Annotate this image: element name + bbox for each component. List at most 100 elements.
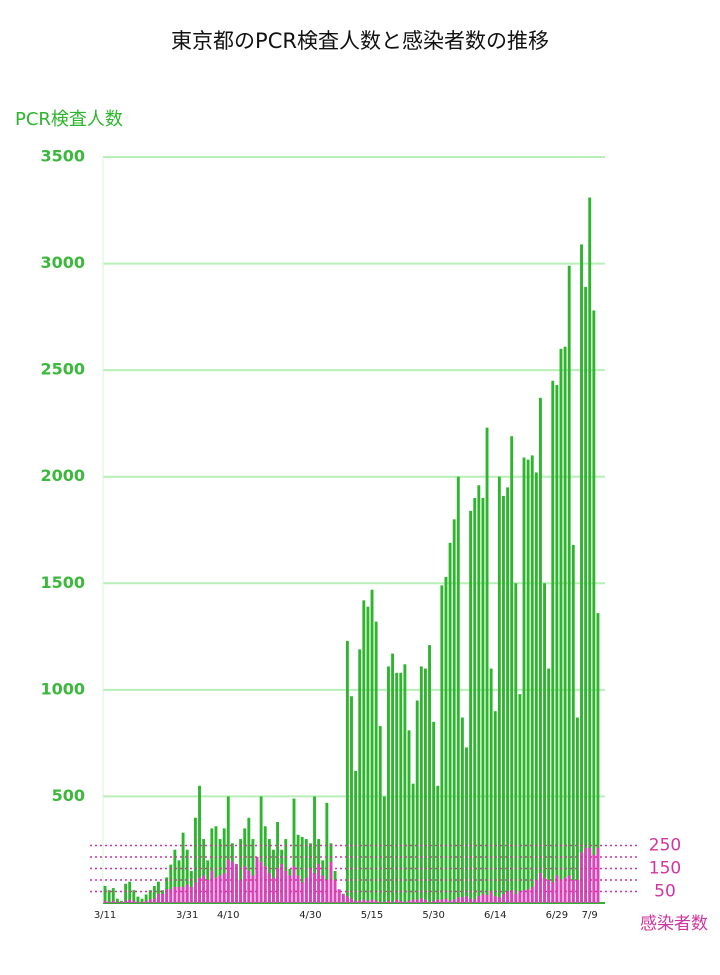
bar — [374, 621, 378, 903]
x-tick-label: 4/30 — [299, 910, 321, 921]
bar — [206, 879, 210, 903]
bar — [161, 893, 164, 903]
bar — [592, 310, 596, 903]
bar — [251, 839, 255, 903]
bar — [567, 875, 571, 903]
bar — [415, 700, 419, 903]
bar — [136, 901, 140, 903]
bar — [103, 885, 107, 903]
bar — [555, 385, 559, 903]
bar — [378, 901, 382, 903]
bar — [210, 870, 214, 903]
bar — [374, 900, 378, 903]
bar — [543, 877, 546, 903]
y-tick-label: 500 — [52, 786, 85, 805]
bar — [395, 899, 399, 903]
x-tick-label: 3/11 — [94, 910, 116, 921]
bar — [485, 427, 489, 903]
bar — [399, 900, 403, 903]
bar — [452, 899, 456, 903]
bar — [181, 832, 185, 903]
bar — [202, 839, 206, 903]
y2-tick-label: 50 — [654, 881, 676, 901]
bar — [411, 899, 415, 903]
bar — [391, 901, 395, 903]
bar — [255, 856, 259, 903]
bar — [419, 898, 423, 903]
bar — [489, 668, 493, 903]
x-tick-label: 6/29 — [546, 910, 568, 921]
x-tick-label: 6/14 — [484, 910, 506, 921]
y2-tick-label: 150 — [649, 858, 681, 878]
bar — [563, 346, 567, 903]
bar — [103, 900, 107, 903]
bar — [263, 866, 267, 903]
bar — [543, 583, 546, 903]
bar — [272, 877, 275, 903]
bar — [181, 886, 185, 903]
bar — [193, 882, 197, 903]
bar — [136, 896, 140, 903]
y-axis-label: PCR検査人数 — [15, 109, 123, 130]
bar — [132, 890, 136, 903]
bar — [440, 585, 444, 903]
bar — [317, 863, 321, 903]
bar — [563, 877, 567, 903]
bar — [510, 436, 514, 903]
bar — [304, 877, 308, 903]
bar — [189, 886, 193, 903]
bar — [226, 859, 230, 903]
bar — [115, 901, 119, 903]
bar — [382, 901, 386, 903]
bar — [276, 822, 280, 903]
bar — [403, 664, 407, 903]
bar — [280, 863, 284, 903]
bar — [448, 900, 452, 903]
bar — [551, 882, 555, 903]
bar — [337, 889, 341, 903]
bar — [530, 886, 534, 903]
bar — [107, 890, 111, 903]
bar — [173, 849, 177, 903]
bar — [387, 900, 390, 903]
bar — [169, 889, 173, 903]
bar — [493, 711, 497, 903]
bar — [354, 900, 358, 903]
bar — [157, 893, 160, 903]
bar — [111, 900, 115, 903]
bar — [128, 881, 132, 903]
bar — [567, 265, 571, 903]
bar — [456, 897, 460, 903]
bar — [395, 672, 399, 903]
bar — [325, 802, 329, 903]
y-tick-label: 2000 — [40, 466, 85, 485]
bar — [132, 900, 136, 903]
bar — [518, 891, 522, 903]
bar — [157, 881, 160, 903]
bar — [144, 900, 148, 903]
x-tick-label: 3/31 — [176, 910, 198, 921]
bar — [510, 890, 514, 903]
bar — [230, 861, 234, 903]
bar — [465, 747, 468, 903]
bar — [506, 487, 510, 903]
bar — [469, 898, 473, 903]
bar — [502, 495, 505, 903]
bar — [259, 796, 263, 903]
bar — [497, 897, 501, 903]
bar — [526, 889, 530, 903]
bar — [251, 875, 255, 903]
y-tick-label: 2500 — [40, 360, 85, 379]
bar — [588, 197, 592, 904]
bar — [259, 861, 263, 903]
bar — [235, 863, 238, 903]
bar — [243, 828, 247, 903]
bar — [497, 476, 501, 903]
bar — [428, 901, 431, 903]
bar — [493, 896, 497, 903]
bar — [226, 796, 230, 903]
bar — [218, 875, 222, 903]
bar — [547, 879, 551, 903]
bar — [370, 589, 374, 903]
bar — [423, 668, 427, 903]
